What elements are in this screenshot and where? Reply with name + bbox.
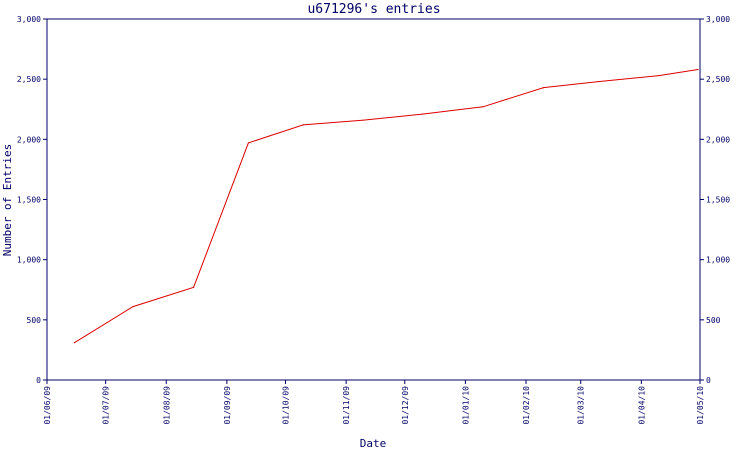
data-point [247, 142, 249, 144]
y-axis-left: 0 500 1,000 1,500 2,000 2,500 3,000 [17, 15, 47, 385]
series-layer [73, 68, 699, 344]
y-tick-label-left: 3,000 [17, 15, 41, 24]
y-axis-right: 0 500 1,000 1,500 2,000 2,500 3,000 [700, 15, 730, 385]
y-tick-label-right: 1,000 [706, 256, 730, 265]
x-tick-label: 01/11/09 [342, 386, 351, 425]
x-tick-label: 01/07/09 [102, 386, 111, 425]
x-tick-label: 01/01/10 [461, 386, 470, 425]
y-tick-label-right: 1,500 [706, 196, 730, 205]
x-tick-label: 01/12/09 [401, 386, 410, 425]
data-point [132, 305, 134, 308]
y-tick-label-right: 2,000 [706, 135, 730, 144]
y-tick-label-right: 500 [706, 316, 721, 325]
y-tick-label-left: 1,500 [17, 196, 41, 205]
data-point [697, 68, 699, 71]
y-tick-label-right: 2,500 [706, 75, 730, 84]
y-tick-label-left: 2,000 [17, 135, 41, 144]
x-tick-label: 01/04/10 [637, 386, 646, 425]
x-tick-label: 01/10/09 [282, 386, 291, 425]
data-point [302, 124, 304, 126]
series-line [74, 69, 699, 344]
y-tick-label-left: 1,000 [17, 256, 41, 265]
y-tick-label-left: 0 [36, 376, 41, 385]
data-point [193, 286, 195, 288]
data-point [73, 342, 75, 344]
x-axis-label: Date [360, 437, 387, 450]
data-point [421, 113, 423, 115]
y-tick-label-left: 500 [27, 316, 42, 325]
x-tick-label: 01/06/09 [43, 386, 52, 425]
x-tick-label: 01/03/10 [577, 386, 586, 425]
x-tick-label: 01/02/10 [522, 386, 531, 425]
data-point [658, 74, 660, 77]
chart-title: u671296's entries [307, 2, 440, 17]
data-point [363, 119, 365, 121]
data-point [542, 86, 545, 89]
data-point [482, 106, 484, 108]
x-tick-label: 01/09/09 [223, 386, 232, 425]
x-tick-label: 01/08/09 [162, 386, 171, 425]
plot-frame [46, 18, 701, 381]
x-axis: 01/06/09 01/07/09 01/08/09 01/09/09 01/10/09… [43, 380, 705, 425]
x-tick-label: 01/05/10 [696, 386, 705, 425]
y-axis-label: Number of Entries [1, 144, 14, 257]
y-tick-label-left: 2,500 [17, 75, 41, 84]
y-tick-label-right: 0 [706, 376, 711, 385]
y-tick-label-right: 3,000 [706, 15, 730, 24]
data-point [597, 80, 599, 83]
